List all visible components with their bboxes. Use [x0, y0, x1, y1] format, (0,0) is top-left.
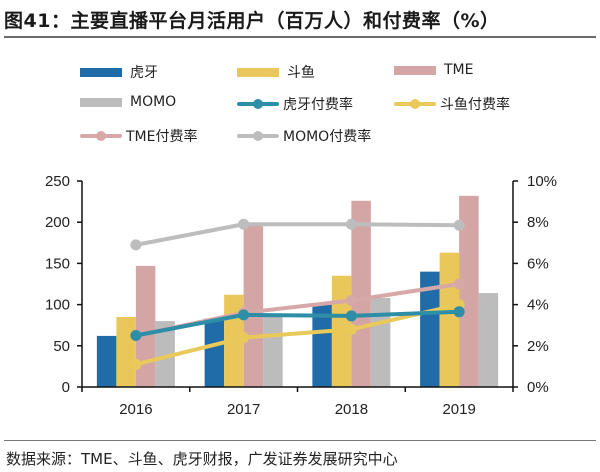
y-tick-label: 200: [45, 214, 70, 231]
x-tick-label: 2018: [335, 401, 368, 418]
source-note: 数据来源：TME、斗鱼、虎牙财报，广发证券发展研究中心: [6, 450, 398, 468]
x-tick-label: 2017: [227, 401, 260, 418]
legend-label: 斗鱼: [287, 65, 315, 81]
x-tick-label: 2016: [119, 401, 152, 418]
x-tick-label: 2019: [442, 401, 475, 418]
y2-tick-label: 0%: [527, 379, 549, 396]
point-momo_rate: [238, 218, 250, 230]
bar-huya: [96, 335, 117, 387]
bar-huya: [312, 304, 332, 387]
legend-item: MOMO付费率: [237, 126, 371, 146]
legend-line-marker: [80, 130, 122, 142]
point-huya_rate: [130, 330, 142, 341]
y-tick-label: 100: [45, 297, 70, 314]
point-douyu_rate: [238, 332, 250, 344]
point-momo_rate: [345, 218, 357, 230]
bar-tme: [459, 195, 479, 387]
y-tick-label: 250: [45, 173, 70, 190]
legend-item: 斗鱼: [237, 62, 315, 82]
bar-huya: [420, 271, 440, 387]
legend-label: 虎牙: [130, 65, 158, 81]
bar-momo: [478, 293, 499, 387]
legend-item: 虎牙: [80, 62, 158, 82]
point-momo_rate: [130, 239, 142, 251]
bar-huya: [204, 318, 225, 387]
bar-tme: [351, 200, 371, 387]
y-tick-label: 150: [45, 255, 70, 272]
line-momo_rate: [135, 222, 460, 247]
legend-item: 斗鱼付费率: [394, 94, 510, 114]
legend-label: 斗鱼付费率: [440, 97, 510, 113]
point-douyu_rate: [345, 323, 357, 335]
bar-momo: [155, 321, 175, 387]
legend-label: MOMO付费率: [283, 129, 372, 145]
chart-canvas: 0 50 100 150 200 250 0% 2% 4% 6% 8% 10% 2016 2017 2018…: [45, 173, 557, 418]
legend-item: 虎牙付费率: [237, 94, 353, 114]
bar-douyu: [439, 252, 460, 387]
y2-tick-label: 4%: [527, 297, 549, 314]
legend-item: TME付费率: [80, 126, 197, 146]
point-huya_rate: [453, 306, 465, 318]
legend-swatch: [237, 67, 279, 77]
legend-line-marker: [237, 98, 279, 110]
point-huya_rate: [345, 310, 357, 322]
legend-line-marker: [394, 98, 436, 110]
legend-swatch: [394, 65, 436, 75]
legend-swatch: [80, 67, 122, 77]
point-momo_rate: [453, 219, 465, 231]
title-divider: [4, 36, 596, 38]
legend-label: 虎牙付费率: [283, 97, 353, 113]
y2-tick-label: 8%: [527, 214, 549, 231]
bar-tme: [135, 265, 156, 387]
bar-douyu: [116, 316, 136, 387]
line-douyu_rate: [135, 302, 460, 367]
bar-tme: [243, 224, 264, 387]
bar-momo: [263, 316, 283, 387]
legend-swatch: [80, 97, 122, 107]
point-douyu_rate: [130, 358, 142, 370]
legend-label: TME付费率: [126, 129, 198, 145]
legend-item: TME: [394, 62, 473, 78]
line-huya_rate: [135, 309, 460, 338]
legend-item: MOMO: [80, 94, 176, 110]
y2-tick-label: 6%: [527, 255, 549, 272]
chart-title: 图41：主要直播平台月活用户（百万人）和付费率（%）: [4, 10, 500, 32]
source-divider: [4, 440, 596, 441]
bar-momo: [370, 298, 391, 387]
y-tick-label: 50: [53, 338, 70, 355]
y2-tick-label: 2%: [527, 338, 549, 355]
legend-label: MOMO: [130, 94, 177, 110]
y-tick-label: 0: [62, 379, 70, 396]
point-tme_rate: [345, 294, 357, 306]
point-tme_rate: [453, 278, 465, 290]
legend-label: TME: [444, 62, 474, 78]
legend-line-marker: [237, 130, 279, 142]
point-huya_rate: [238, 309, 250, 321]
y2-tick-label: 10%: [527, 173, 557, 190]
